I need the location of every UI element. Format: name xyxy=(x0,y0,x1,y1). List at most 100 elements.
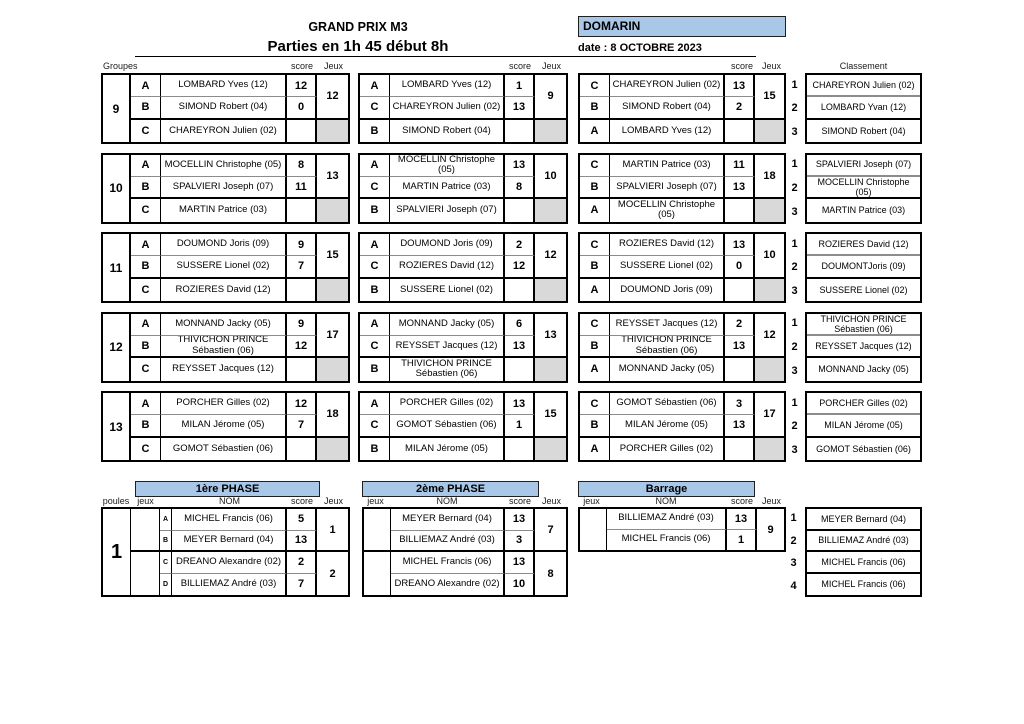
group-number: 11 xyxy=(103,234,131,301)
jeux-small-column-label: jeux xyxy=(367,496,384,506)
player-name: MARTIN Patrice (03) xyxy=(390,176,505,200)
group-number: 10 xyxy=(103,154,131,222)
player-score: 0 xyxy=(287,97,317,120)
player-score: 11 xyxy=(725,154,755,177)
match-table: C CHAREYRON Julien (02) 13 B SIMOND Robert (… xyxy=(578,73,786,144)
jeux-value: 15 xyxy=(755,75,784,120)
classement-name: MONNAND Jacky (05) xyxy=(807,358,920,381)
classement-name: SUSSERE Lionel (02) xyxy=(807,278,920,301)
date-label: date : 8 OCTOBRE 2023 xyxy=(578,42,702,54)
player-name: MARTIN Patrice (03) xyxy=(161,199,287,222)
player-score: 13 xyxy=(505,335,535,359)
jeux-value: 15 xyxy=(317,234,348,279)
player-name: ROZIERES David (12) xyxy=(390,256,505,279)
player-score-empty xyxy=(505,119,535,142)
rank-number: 4 xyxy=(790,579,797,592)
groupes-column-label: Groupes xyxy=(103,61,138,71)
player-letter: A xyxy=(580,358,610,381)
player-score-empty xyxy=(505,437,535,460)
player-letter: C xyxy=(131,358,161,381)
jeux-column-label: Jeux xyxy=(541,496,561,506)
title-underline xyxy=(135,56,756,57)
jeux-value: 17 xyxy=(317,313,348,359)
player-name: CHAREYRON Julien (02) xyxy=(610,75,725,98)
player-name: MICHEL Francis (06) xyxy=(172,509,287,531)
player-score: 1 xyxy=(727,529,757,550)
player-score: 2 xyxy=(725,97,755,120)
classement-name: MICHEL Francis (06) xyxy=(807,552,920,574)
player-name: SUSSERE Lionel (02) xyxy=(390,278,505,301)
poules-column-label: poules xyxy=(102,496,130,506)
player-score: 13 xyxy=(505,552,535,574)
group-row: 9 A LOMBARD Yves (12) 12 B SIMOND Robert (04)… xyxy=(101,73,922,144)
games-cell-empty xyxy=(364,552,391,595)
shaded-cell xyxy=(755,119,784,142)
player-letter: C xyxy=(360,176,390,200)
player-name: REYSSET Jacques (12) xyxy=(610,313,725,336)
player-letter: B xyxy=(580,97,610,120)
player-score: 0 xyxy=(725,256,755,279)
phase2-header: 2ème PHASE xyxy=(362,481,539,497)
player-score: 9 xyxy=(287,313,317,336)
player-letter: A xyxy=(360,393,390,416)
shaded-cell xyxy=(535,199,566,222)
player-name: MONNAND Jacky (05) xyxy=(390,313,505,336)
group-number: 13 xyxy=(103,393,131,460)
player-letter: A xyxy=(131,234,161,257)
player-score: 8 xyxy=(505,176,535,200)
player-letter: B xyxy=(360,437,390,460)
player-name: SPALVIERI Joseph (07) xyxy=(610,176,725,200)
score-column-label: score xyxy=(508,496,531,506)
shaded-cell xyxy=(755,437,784,460)
player-letter: A xyxy=(580,119,610,142)
phase2-table: MEYER Bernard (04) 13 BILLIEMAZ André (03)… xyxy=(362,507,568,597)
jeux-value: 10 xyxy=(535,154,566,200)
player-letter: A xyxy=(131,393,161,416)
player-name: CHAREYRON Julien (02) xyxy=(161,119,287,142)
player-score: 12 xyxy=(287,335,317,359)
shaded-cell xyxy=(317,358,348,381)
player-letter: A xyxy=(360,75,390,98)
player-name: LOMBARD Yves (12) xyxy=(610,119,725,142)
barrage-table: BILLIEMAZ André (03) 13 MICHEL Francis (06… xyxy=(578,507,786,552)
player-name: LOMBARD Yves (12) xyxy=(390,75,505,98)
player-name: SUSSERE Lionel (02) xyxy=(610,256,725,279)
rank-number: 3 xyxy=(791,285,798,298)
classement-table: SPALVIERI Joseph (07) MOCELLIN Christophe… xyxy=(805,152,922,224)
player-score: 6 xyxy=(505,313,535,336)
match-table: A DOUMOND Joris (09) 2 C ROZIERES David (12)… xyxy=(358,232,568,303)
classement-name: REYSSET Jacques (12) xyxy=(807,336,920,359)
player-score: 2 xyxy=(505,234,535,257)
rank-number: 1 xyxy=(790,512,797,525)
rank-column: 1 2 3 xyxy=(787,73,802,144)
phase1-table: 1 A MICHEL Francis (06) 5 B MEYER Bernard (04… xyxy=(101,507,350,597)
player-score: 13 xyxy=(725,234,755,257)
jeux-value: 17 xyxy=(755,393,784,438)
player-score: 1 xyxy=(505,75,535,98)
games-cell-empty xyxy=(131,552,160,595)
player-score-empty xyxy=(725,199,755,222)
classement-name: LOMBARD Yvan (12) xyxy=(807,97,920,120)
player-name: PORCHER Gilles (02) xyxy=(161,393,287,416)
player-letter: A xyxy=(360,154,390,177)
score-column-label: score xyxy=(730,61,753,71)
nom-column-label: NOM xyxy=(436,496,458,506)
page-subtitle: Parties en 1h 45 début 8h xyxy=(267,38,449,55)
match-table: 10 A MOCELLIN Christophe (05) 8 B SPALVIERI J… xyxy=(101,152,350,224)
games-cell-empty xyxy=(131,509,160,552)
player-name: CHAREYRON Julien (02) xyxy=(390,97,505,120)
player-letter: A xyxy=(360,313,390,336)
player-name: MILAN Jérome (05) xyxy=(610,415,725,438)
player-name: DOUMOND Joris (09) xyxy=(161,234,287,257)
group-row: 13 A PORCHER Gilles (02) 12 B MILAN Jérome (0… xyxy=(101,391,922,462)
rank-number: 3 xyxy=(791,126,798,139)
nom-column-label: NOM xyxy=(655,496,677,506)
jeux-value: 15 xyxy=(535,393,566,438)
player-score-empty xyxy=(287,199,317,222)
player-letter: B xyxy=(131,335,161,359)
rank-column: 1 2 3 xyxy=(787,153,802,224)
classement-name: THIVICHON PRINCE Sébastien (06) xyxy=(807,313,920,337)
player-score-empty xyxy=(725,358,755,381)
player-score-empty xyxy=(725,278,755,301)
rank-number: 3 xyxy=(790,557,797,570)
